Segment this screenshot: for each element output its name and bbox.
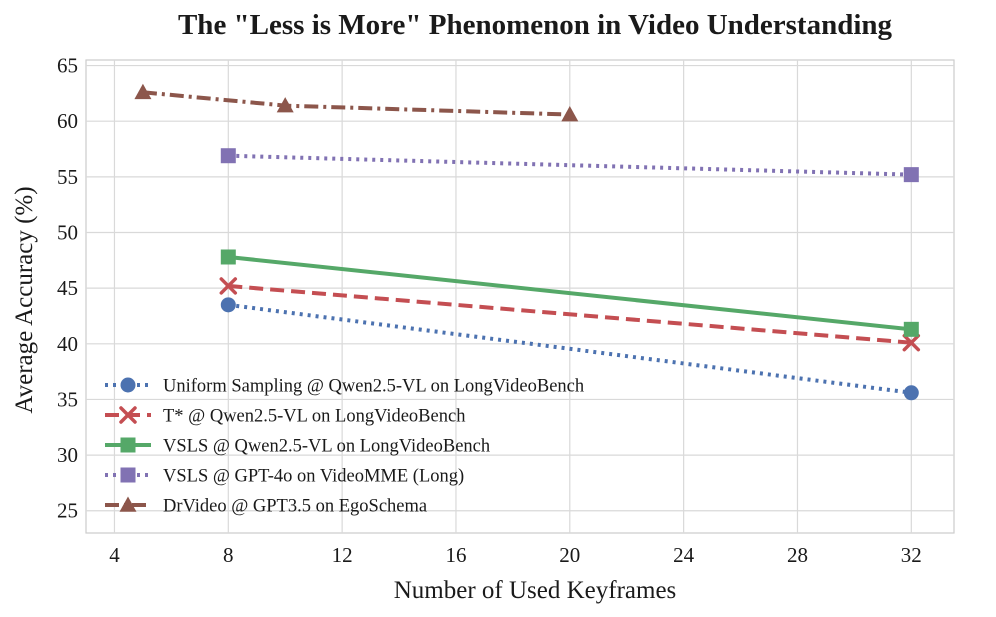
x-tick-label: 20 — [559, 543, 580, 567]
legend-marker — [119, 406, 137, 424]
y-tick-label: 55 — [57, 165, 78, 189]
data-point — [220, 297, 236, 313]
y-tick-label: 65 — [57, 54, 78, 78]
data-point — [276, 97, 294, 113]
series — [134, 83, 921, 401]
y-tick-label: 50 — [57, 221, 78, 245]
legend-marker — [120, 467, 136, 483]
data-point — [903, 321, 919, 337]
legend-label: DrVideo @ GPT3.5 on EgoSchema — [163, 497, 427, 517]
y-tick-label: 40 — [57, 332, 78, 356]
data-point — [902, 333, 921, 352]
data-point — [134, 83, 152, 100]
series-1 — [220, 297, 919, 401]
x-tick-label: 12 — [332, 543, 353, 567]
series-2 — [219, 277, 921, 352]
series-line — [228, 153, 912, 177]
series-line — [228, 283, 912, 345]
legend-marker — [119, 496, 137, 512]
x-tick-label: 32 — [901, 543, 922, 567]
legend-item: DrVideo @ GPT3.5 on EgoSchema — [105, 496, 427, 517]
series-3 — [220, 249, 919, 337]
series-line — [228, 302, 912, 395]
tick-labels: 4 8 12 16 20 24 28 32 25 30 35 40 45 50 55 60 65 — [57, 54, 922, 567]
data-point — [220, 249, 236, 265]
y-tick-label: 35 — [57, 387, 78, 411]
legend-label: Uniform Sampling @ Qwen2.5-VL on LongVid… — [163, 377, 584, 397]
legend-marker — [120, 437, 136, 453]
marker-stroke — [902, 333, 921, 352]
x-tick-label: 24 — [673, 543, 695, 567]
data-point — [219, 277, 238, 295]
legend-label: VSLS @ GPT-4o on VideoMME (Long) — [163, 467, 464, 487]
x-tick-label: 4 — [109, 543, 120, 567]
series-4 — [220, 148, 919, 183]
marker-stroke — [219, 277, 238, 295]
x-axis-label: Number of Used Keyframes — [394, 577, 677, 604]
legend-marker — [120, 377, 136, 393]
legend-item: VSLS @ GPT-4o on VideoMME (Long) — [105, 467, 464, 487]
marker-stroke — [119, 406, 137, 424]
x-tick-label: 16 — [445, 543, 466, 567]
y-tick-label: 30 — [57, 443, 78, 467]
x-tick-label: 8 — [223, 543, 234, 567]
legend-label: T* @ Qwen2.5-VL on LongVideoBench — [163, 407, 465, 427]
legend-item: Uniform Sampling @ Qwen2.5-VL on LongVid… — [105, 377, 584, 397]
plot-area — [85, 59, 955, 534]
series-line — [228, 255, 912, 332]
legend-label: VSLS @ Qwen2.5-VL on LongVideoBench — [163, 437, 490, 457]
x-tick-label: 28 — [787, 543, 808, 567]
y-tick-label: 60 — [57, 109, 78, 133]
data-point — [903, 167, 919, 183]
legend-item: T* @ Qwen2.5-VL on LongVideoBench — [105, 406, 465, 427]
data-point — [561, 106, 579, 122]
y-tick-label: 25 — [57, 499, 78, 523]
y-axis-label: Average Accuracy (%) — [11, 186, 38, 413]
y-tick-label: 45 — [57, 276, 78, 300]
legend-item: VSLS @ Qwen2.5-VL on LongVideoBench — [105, 437, 490, 457]
data-point — [903, 385, 919, 401]
legend: Uniform Sampling @ Qwen2.5-VL on LongVid… — [105, 377, 584, 517]
data-point — [220, 148, 236, 164]
series-5 — [134, 83, 579, 122]
chart-title: The "Less is More" Phenomenon in Video U… — [178, 9, 893, 41]
